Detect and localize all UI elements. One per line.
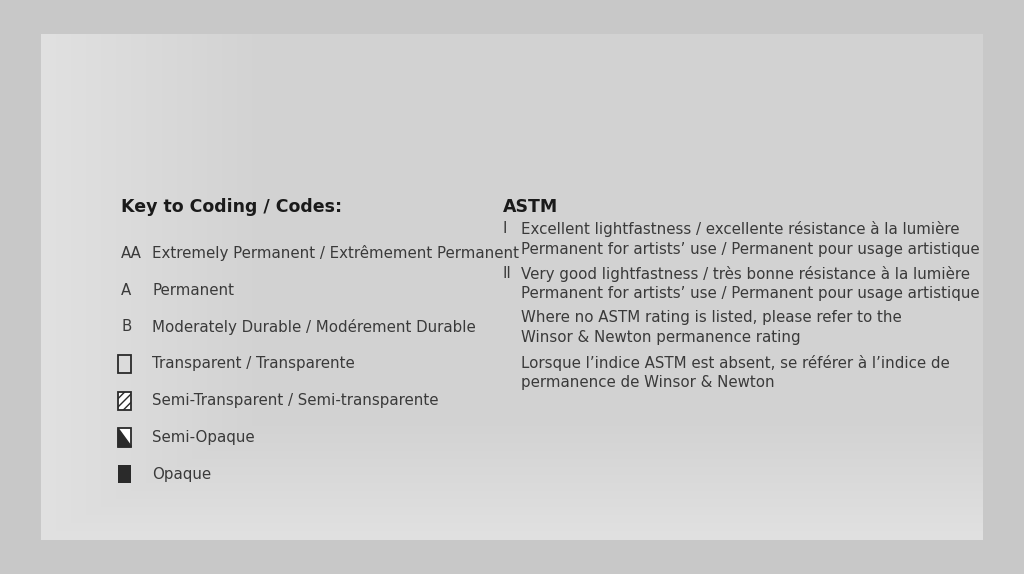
- Text: A: A: [121, 282, 131, 297]
- Text: Excellent lightfastness / excellente résistance à la lumière: Excellent lightfastness / excellente rés…: [521, 222, 959, 237]
- Text: Semi-Opaque: Semi-Opaque: [153, 430, 255, 445]
- Bar: [245, 34, 983, 430]
- Bar: [222, 34, 983, 443]
- Text: Extremely Permanent / Extrêmement Permanent: Extremely Permanent / Extrêmement Perman…: [153, 245, 519, 261]
- Bar: [200, 34, 983, 455]
- FancyBboxPatch shape: [118, 466, 131, 483]
- Bar: [237, 34, 983, 435]
- Text: Lorsque l’indice ASTM est absent, se référer à l’indice de: Lorsque l’indice ASTM est absent, se réf…: [521, 355, 950, 371]
- Bar: [252, 34, 983, 426]
- Bar: [169, 34, 983, 471]
- Bar: [229, 34, 983, 439]
- Text: permanence de Winsor & Newton: permanence de Winsor & Newton: [521, 375, 775, 390]
- Text: Opaque: Opaque: [153, 467, 211, 482]
- FancyBboxPatch shape: [118, 428, 131, 447]
- Bar: [162, 34, 983, 475]
- Text: Where no ASTM rating is listed, please refer to the: Where no ASTM rating is listed, please r…: [521, 310, 902, 325]
- Bar: [184, 34, 983, 463]
- Text: I: I: [503, 222, 507, 236]
- Text: Transparent / Transparente: Transparent / Transparente: [153, 356, 355, 371]
- Bar: [214, 34, 983, 447]
- Text: Moderately Durable / Modérement Durable: Moderately Durable / Modérement Durable: [153, 319, 476, 335]
- Text: II: II: [503, 266, 511, 281]
- Polygon shape: [118, 428, 131, 447]
- Text: Permanent: Permanent: [153, 282, 234, 297]
- Text: Semi-Transparent / Semi-transparente: Semi-Transparent / Semi-transparente: [153, 393, 438, 408]
- Text: Permanent for artists’ use / Permanent pour usage artistique: Permanent for artists’ use / Permanent p…: [521, 286, 980, 301]
- Bar: [139, 34, 983, 487]
- Text: Very good lightfastness / très bonne résistance à la lumière: Very good lightfastness / très bonne rés…: [521, 266, 971, 282]
- Text: Key to Coding / Codes:: Key to Coding / Codes:: [121, 198, 342, 216]
- Text: Winsor & Newton permanence rating: Winsor & Newton permanence rating: [521, 331, 801, 346]
- Text: B: B: [121, 319, 131, 335]
- Bar: [146, 34, 983, 483]
- Text: ASTM: ASTM: [503, 198, 558, 216]
- Bar: [176, 34, 983, 467]
- Bar: [154, 34, 983, 479]
- Text: AA: AA: [121, 246, 142, 261]
- Text: Permanent for artists’ use / Permanent pour usage artistique: Permanent for artists’ use / Permanent p…: [521, 242, 980, 257]
- Bar: [259, 34, 983, 422]
- Bar: [207, 34, 983, 451]
- Bar: [191, 34, 983, 459]
- FancyBboxPatch shape: [118, 391, 131, 410]
